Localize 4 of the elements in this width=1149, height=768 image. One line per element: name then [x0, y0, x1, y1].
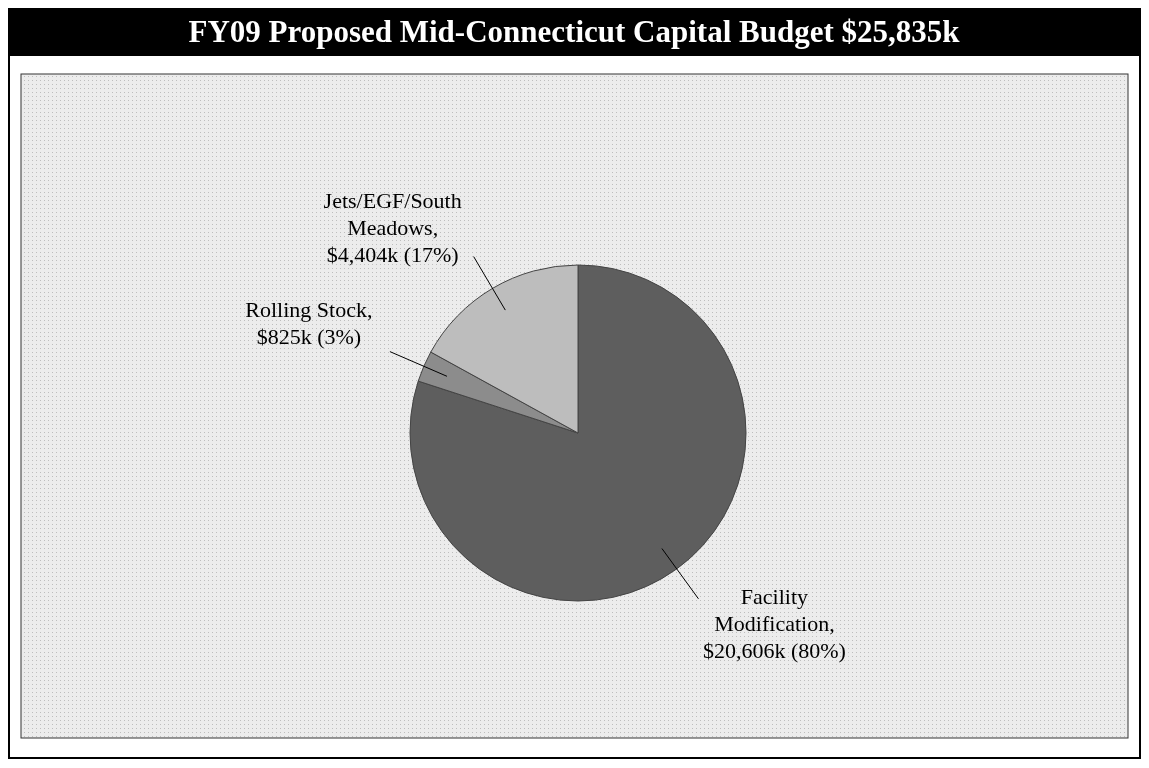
slice-label: Facility Modification, $20,606k (80%): [702, 584, 846, 664]
chart-title: FY09 Proposed Mid-Connecticut Capital Budget $25,835k: [188, 14, 961, 49]
slice-label: Jets/EGF/South Meadows, $4,404k (17%): [323, 187, 462, 267]
slice-label: Rolling Stock, $825k (3%): [245, 296, 373, 349]
